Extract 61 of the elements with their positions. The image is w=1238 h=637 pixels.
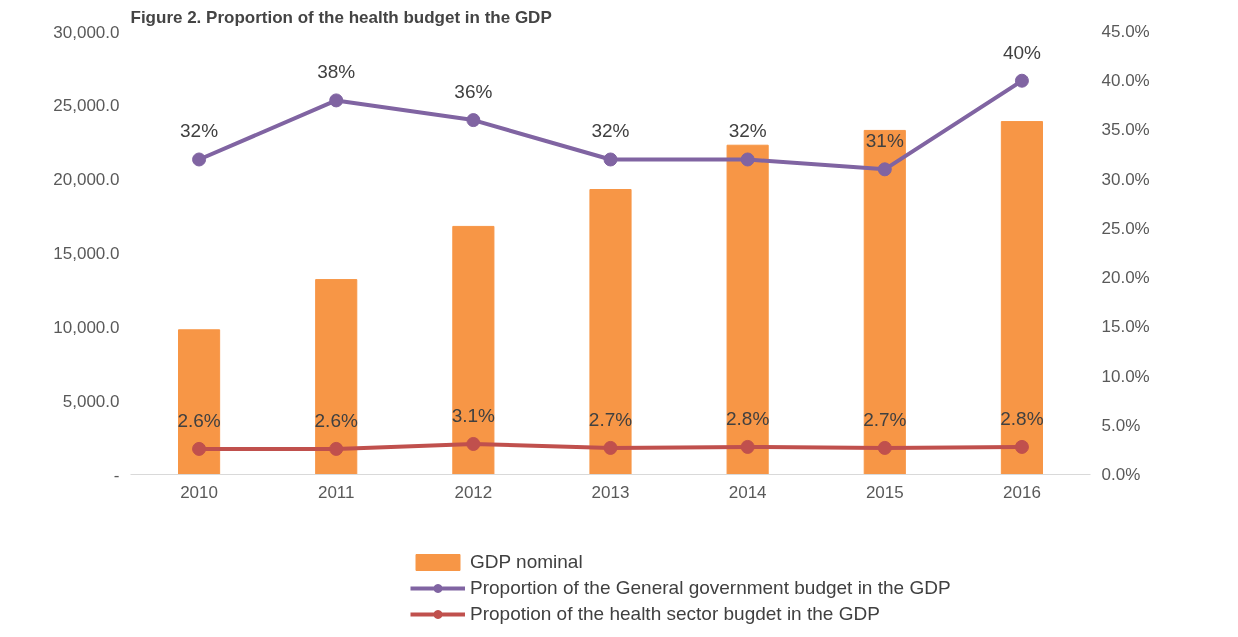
- x-tick-label: 2010: [180, 482, 218, 502]
- y2-tick-label: 20.0%: [1101, 268, 1150, 288]
- point: [877, 440, 892, 455]
- bar: [726, 144, 769, 475]
- data-label: 2.6%: [177, 409, 221, 431]
- point: [192, 441, 207, 456]
- bar: [178, 329, 221, 475]
- data-label: 2.8%: [725, 407, 770, 429]
- point: [603, 152, 618, 167]
- point: [192, 152, 207, 167]
- y-tick-label: 5,000.0: [62, 391, 120, 411]
- y2-tick-label: 0.0%: [1101, 465, 1141, 484]
- y-tick-label: 10,000.0: [53, 317, 120, 337]
- y-tick-label: 15,000.0: [53, 244, 120, 263]
- y-tick-label: 30,000.0: [53, 22, 120, 42]
- bar: [452, 225, 495, 475]
- x-tick-label: 2011: [317, 482, 355, 502]
- data-label: 38%: [317, 61, 356, 83]
- data-label: 2.7%: [588, 408, 633, 430]
- data-label: 32%: [180, 120, 219, 142]
- point: [603, 440, 618, 455]
- legend-label: Propotion of the health sector bugdet in the GDP: [470, 603, 880, 625]
- y2-tick-label: 5.0%: [1101, 415, 1141, 435]
- point: [466, 437, 481, 451]
- point: [1014, 73, 1029, 88]
- point: [329, 93, 344, 108]
- y2-tick-label: 30.0%: [1101, 169, 1150, 189]
- data-label: 32%: [728, 120, 767, 142]
- chart-title: Figure 2. Proportion of the health budget in the GDP: [130, 7, 552, 27]
- data-label: 31%: [865, 130, 904, 152]
- point: [740, 439, 755, 454]
- x-tick-label: 2013: [591, 482, 630, 502]
- bar: [863, 129, 906, 475]
- x-tick-label: 2014: [728, 482, 767, 502]
- y-tick-label: 20,000.0: [53, 170, 120, 190]
- data-label: 32%: [591, 120, 630, 142]
- point: [740, 152, 755, 167]
- point: [877, 162, 892, 177]
- y-tick-label: -: [113, 465, 120, 485]
- bar: [1000, 121, 1043, 475]
- x-tick-label: 2012: [454, 482, 493, 502]
- y2-tick-label: 35.0%: [1101, 120, 1150, 140]
- bar: [315, 279, 358, 475]
- x-tick-label: 2015: [865, 482, 904, 502]
- y2-tick-label: 45.0%: [1101, 22, 1150, 41]
- data-label: 36%: [454, 81, 493, 103]
- data-label: 40%: [1002, 41, 1042, 63]
- y-tick-label: 25,000.0: [53, 96, 120, 116]
- data-label: 2.8%: [1000, 407, 1044, 429]
- y2-tick-label: 15.0%: [1101, 317, 1150, 337]
- legend-label: GDP nominal: [470, 551, 583, 573]
- x-tick-label: 2016: [1003, 482, 1041, 502]
- bar: [589, 189, 632, 475]
- point: [466, 113, 481, 128]
- y2-tick-label: 25.0%: [1101, 218, 1150, 238]
- legend-label: Proportion of the General government budget in the GDP: [470, 577, 951, 599]
- point: [1014, 439, 1029, 454]
- y2-tick-label: 40.0%: [1101, 71, 1150, 91]
- data-label: 2.7%: [863, 408, 907, 430]
- point: [329, 441, 344, 456]
- y2-tick-label: 10.0%: [1101, 366, 1150, 386]
